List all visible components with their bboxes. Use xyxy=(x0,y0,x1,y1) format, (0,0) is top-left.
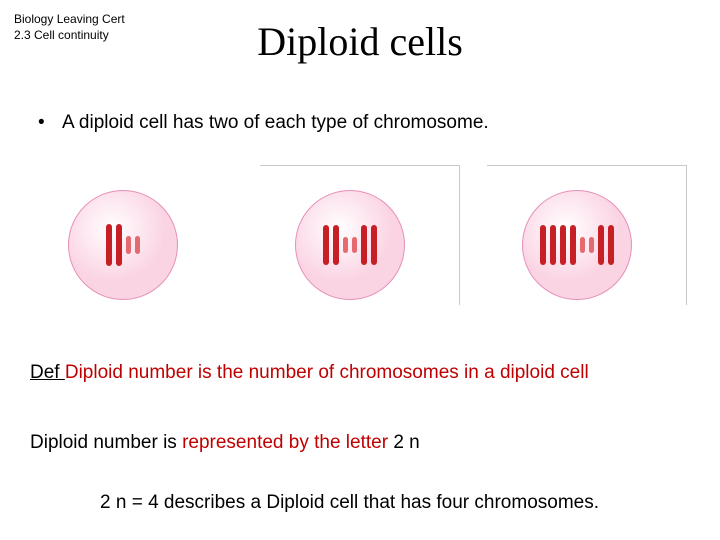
cell-circle xyxy=(522,190,632,300)
bullet-marker: • xyxy=(38,112,62,134)
cell-panel xyxy=(487,165,687,305)
chromosome xyxy=(135,236,140,254)
chromosome xyxy=(550,225,556,265)
bullet-content: A diploid cell has two of each type of c… xyxy=(62,112,489,133)
def-text: Diploid number is the number of chromoso… xyxy=(65,362,589,383)
chromosome xyxy=(540,225,546,265)
definition-block: Def Diploid number is the number of chro… xyxy=(30,360,680,386)
diagram-row xyxy=(20,160,700,310)
chromosome xyxy=(580,237,585,253)
chromosome xyxy=(570,225,576,265)
chromosome xyxy=(126,236,131,254)
rep-suffix: 2 n xyxy=(393,432,419,453)
cell-circle xyxy=(295,190,405,300)
page-title: Diploid cells xyxy=(0,18,720,65)
chromosome xyxy=(361,225,367,265)
chromosome xyxy=(323,225,329,265)
chromosome xyxy=(106,224,112,266)
chromosome xyxy=(343,237,348,253)
chromosome xyxy=(333,225,339,265)
cell-panel xyxy=(33,165,233,305)
chromosome xyxy=(589,237,594,253)
chromosome xyxy=(371,225,377,265)
example-line: 2 n = 4 describes a Diploid cell that ha… xyxy=(100,492,599,514)
chromosome xyxy=(352,237,357,253)
cell-circle xyxy=(68,190,178,300)
bullet-text: •A diploid cell has two of each type of … xyxy=(38,112,489,134)
chromosome xyxy=(116,224,122,266)
rep-red: represented by the letter xyxy=(182,432,393,453)
cell-panel xyxy=(260,165,460,305)
represented-line: Diploid number is represented by the let… xyxy=(30,432,420,454)
rep-prefix: Diploid number is xyxy=(30,432,182,453)
chromosome xyxy=(608,225,614,265)
def-label: Def xyxy=(30,362,65,383)
chromosome xyxy=(598,225,604,265)
chromosome xyxy=(560,225,566,265)
